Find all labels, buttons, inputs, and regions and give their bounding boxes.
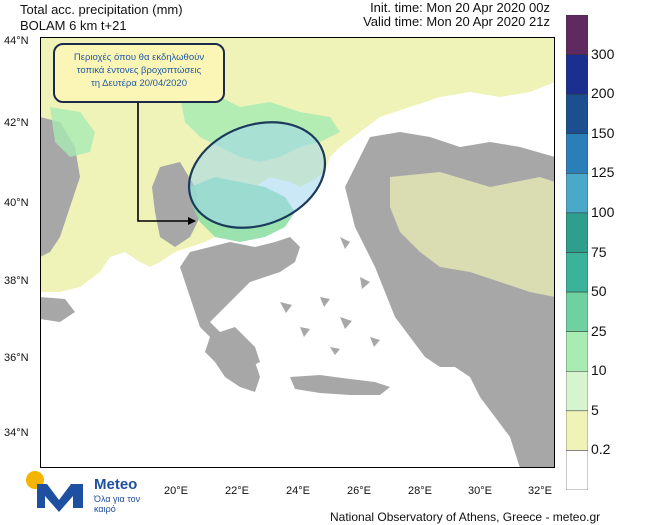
land-peloponnese — [205, 337, 260, 392]
legend-swatch — [566, 410, 588, 451]
islands-aegean — [240, 237, 380, 355]
lat-label: 40°N — [4, 197, 29, 209]
heavy-rain-area — [187, 121, 327, 229]
legend-level-label: 5 — [591, 401, 599, 418]
legend-swatch — [566, 331, 588, 372]
lon-label: 28°E — [408, 485, 432, 497]
precipitation-map — [40, 37, 555, 468]
legend-swatch — [566, 54, 588, 95]
legend-level-label: 25 — [591, 322, 607, 339]
callout-arrow — [137, 103, 188, 222]
legend-swatch — [566, 291, 588, 332]
lon-label: 24°E — [286, 485, 310, 497]
logo-name: Meteo — [94, 476, 138, 493]
meteo-logo — [26, 471, 83, 512]
land-crete — [290, 375, 390, 395]
legend-level-label: 300 — [591, 45, 615, 62]
logo-tagline: Όλα για τον καιρό — [94, 494, 141, 514]
land-greece-mainland — [180, 237, 300, 367]
annotation-line-2: τοπικά έντονες βροχοπτώσεις — [76, 65, 202, 76]
legend-swatch — [566, 450, 588, 490]
legend-swatch — [566, 15, 588, 55]
precipitation-legend — [566, 15, 588, 490]
legend-swatch — [566, 252, 588, 293]
lat-label: 42°N — [4, 117, 29, 129]
legend-swatch — [566, 371, 588, 412]
annotation-box: Περιοχές όπου θα εκδηλωθούν τοπικά έντον… — [53, 43, 225, 103]
lon-label: 30°E — [468, 485, 492, 497]
green-precip-west — [50, 107, 95, 157]
legend-level-label: 50 — [591, 283, 607, 300]
legend-swatch — [566, 212, 588, 253]
init-time: Init. time: Mon 20 Apr 2020 00z — [370, 0, 550, 15]
map-subtitle: BOLAM 6 km t+21 — [20, 18, 127, 33]
annotation-line-1: Περιοχές όπου θα εκδηλωθούν — [73, 52, 205, 63]
lon-label: 32°E — [528, 485, 552, 497]
legend-level-label: 100 — [591, 203, 615, 220]
valid-time: Valid time: Mon 20 Apr 2020 21z — [363, 14, 550, 29]
map-title: Total acc. precipitation (mm) — [20, 2, 183, 17]
legend-swatch — [566, 133, 588, 174]
lon-label: 22°E — [225, 485, 249, 497]
annotation-line-3: τη Δευτέρα 20/04/2020 — [91, 78, 187, 89]
legend-level-label: 75 — [591, 243, 607, 260]
legend-level-label: 150 — [591, 124, 615, 141]
legend-level-label: 0.2 — [591, 441, 611, 458]
legend-swatch — [566, 93, 588, 134]
lat-label: 44°N — [4, 35, 29, 47]
lat-label: 38°N — [4, 275, 29, 287]
lon-label: 20°E — [164, 485, 188, 497]
legend-level-label: 125 — [591, 164, 615, 181]
lat-label: 36°N — [4, 352, 29, 364]
legend-level-label: 10 — [591, 362, 607, 379]
land-turkey-precip — [390, 172, 555, 297]
credit-text: National Observatory of Athens, Greece -… — [330, 510, 601, 524]
lat-label: 34°N — [4, 427, 29, 439]
lon-label: 26°E — [347, 485, 371, 497]
land-sicily — [40, 297, 75, 322]
m-icon — [37, 484, 83, 512]
legend-level-label: 200 — [591, 85, 615, 102]
legend-swatch — [566, 173, 588, 214]
